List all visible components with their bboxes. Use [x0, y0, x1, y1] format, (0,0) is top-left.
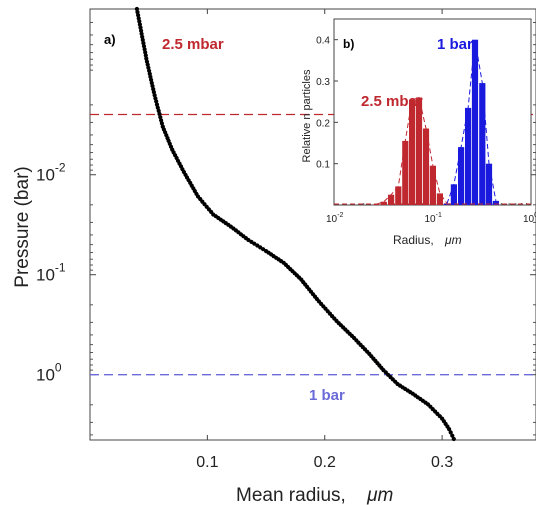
inset-y-tick-label: 0.4 [316, 36, 330, 47]
inset-bar [465, 107, 472, 205]
main-xlabel: Mean radius, μm [236, 485, 393, 505]
inset-bar [450, 184, 457, 205]
inset-bar [429, 165, 436, 205]
inset-ylabel: Relative n particles [301, 69, 313, 162]
x-tick-label: 0.3 [431, 454, 453, 471]
inset-bar [422, 128, 430, 205]
curve-point [155, 105, 160, 110]
curve-point [447, 427, 452, 432]
y-tick-label: 10-1 [36, 261, 66, 285]
curve-point [159, 121, 164, 126]
x-tick-label: 0.1 [196, 454, 218, 471]
inset-fit-curve-1 [446, 39, 497, 204]
inset-bar [388, 194, 395, 205]
inset-bar [458, 147, 465, 205]
inset-bar [479, 83, 486, 205]
curve-point [246, 237, 251, 243]
main-ticks: 0.1 0.2 0.3 10-2 10-1 100 [36, 9, 536, 471]
ref-label-2-5-mbar: 2.5 mbar [162, 36, 224, 53]
panel-b-label: b) [343, 37, 354, 51]
panel-a-label: a) [104, 32, 116, 47]
ref-label-1-bar: 1 bar [309, 387, 345, 404]
inset-fit-curve-0 [376, 96, 448, 205]
inset-panel-b: 10-2 10-1 100 0.1 0.2 0.3 0.4 b) 2.5 mbar 1 ba… [301, 18, 536, 247]
inset-bar [409, 99, 416, 205]
inset-x-tick-label: 100 [523, 212, 536, 225]
curve-point [143, 53, 148, 58]
inset-series-label-2-5-mbar: 2.5 mbar [361, 93, 423, 110]
inset-xlabel-text: Radius, [393, 233, 434, 247]
inset-bar [395, 186, 402, 205]
inset-x-tick-label: 10-2 [326, 212, 343, 225]
pressure-radius-curve [134, 6, 456, 442]
curve-point [261, 247, 266, 252]
curve-point [450, 433, 455, 438]
x-tick-label: 0.2 [314, 454, 336, 471]
main-plot-frame [89, 8, 536, 441]
inset-xlabel: Radius, μm [393, 233, 462, 247]
main-xlabel-unit: μm [366, 485, 393, 505]
inset-bar [415, 97, 423, 205]
inset-bar [492, 200, 499, 205]
curve-point [154, 99, 159, 104]
curve-point [451, 436, 456, 442]
main-ylabel: Pressure (bar) [12, 166, 33, 287]
inset-bar [373, 204, 380, 205]
inset-series-label-1-bar: 1 bar [437, 36, 473, 53]
inset-bar [471, 39, 479, 206]
inset-bar [402, 140, 409, 205]
inset-bar [485, 163, 493, 205]
curve-point [448, 430, 453, 435]
inset-y-tick-label: 0.2 [316, 118, 330, 129]
curve-point [157, 111, 162, 117]
inset-bar [436, 193, 443, 205]
inset-bar [380, 201, 387, 205]
curve-point [139, 28, 144, 33]
inset-content: 10-2 10-1 100 0.1 0.2 0.3 0.4 [316, 36, 536, 225]
inset-xlabel-unit: μm [444, 233, 462, 247]
inset-y-tick-label: 0.1 [316, 160, 330, 171]
main-xlabel-text: Mean radius, [236, 485, 346, 505]
inset-x-tick-label: 10-1 [425, 212, 442, 225]
y-tick-label: 10-2 [36, 161, 66, 185]
inset-y-tick-label: 0.3 [316, 77, 330, 88]
y-tick-label: 100 [36, 361, 62, 385]
